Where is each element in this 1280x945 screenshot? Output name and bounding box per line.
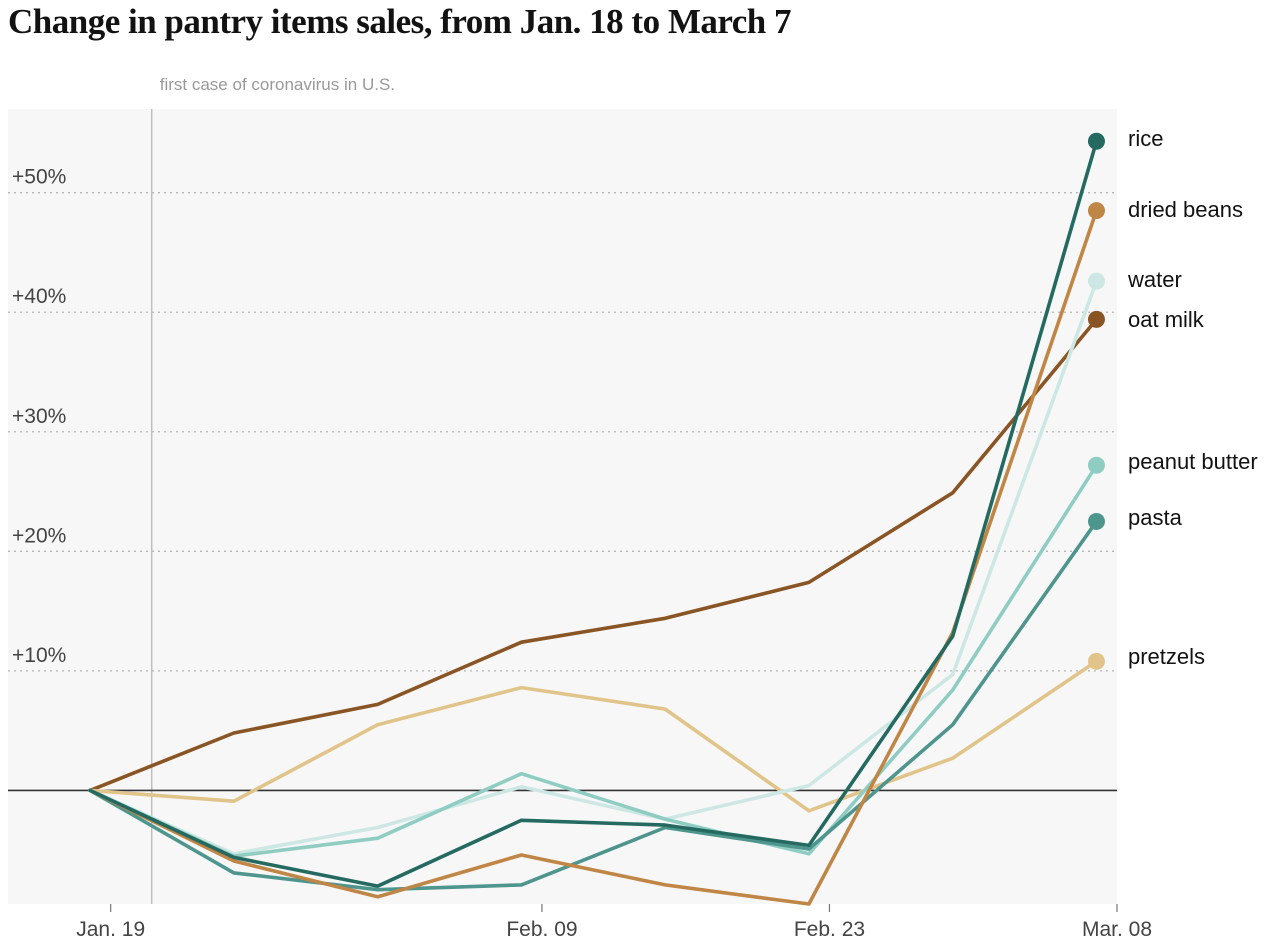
plot-background	[8, 109, 1117, 904]
y-tick-label-30: +30%	[12, 405, 66, 428]
series-line-dried-beans	[88, 208, 1099, 906]
y-axis-ticks: +10% +20% +30% +40% +50%	[12, 166, 66, 667]
series-end-dot-peanut-butter	[1087, 456, 1105, 474]
series-end-dot-oat-milk	[1087, 310, 1105, 328]
series-label-pretzels: pretzels	[1128, 644, 1205, 669]
x-axis-ticks: Jan. 19 Feb. 09 Feb. 23 Mar. 08	[76, 904, 1152, 941]
series-end-dot-pretzels	[1087, 652, 1105, 670]
annotation-layer: first case of coronavirus in U.S.	[151, 75, 395, 904]
series-line-rice	[88, 139, 1099, 888]
first-case-annotation: first case of coronavirus in U.S.	[160, 75, 395, 94]
x-tick-label-1: Feb. 09	[506, 918, 577, 941]
series-line-water	[88, 279, 1099, 856]
series-end-dot-rice	[1087, 132, 1105, 150]
y-tick-label-10: +10%	[12, 644, 66, 667]
series-label-rice: rice	[1128, 126, 1163, 151]
chart-title: Change in pantry items sales, from Jan. …	[8, 2, 792, 41]
series-label-water: water	[1127, 267, 1182, 292]
series-label-pasta: pasta	[1128, 505, 1183, 530]
series-line-pasta	[88, 519, 1099, 892]
series-label-peanut-butter: peanut butter	[1128, 449, 1258, 474]
series-line-oat-milk	[88, 317, 1099, 793]
y-tick-label-20: +20%	[12, 524, 66, 547]
series-lines	[88, 132, 1105, 906]
series-end-dot-water	[1087, 272, 1105, 290]
y-tick-label-50: +50%	[12, 166, 66, 189]
x-tick-label-2: Feb. 23	[794, 918, 865, 941]
series-label-oat-milk: oat milk	[1128, 307, 1205, 332]
x-tick-label-0: Jan. 19	[76, 918, 145, 941]
series-end-dot-pasta	[1087, 512, 1105, 530]
x-tick-label-3: Mar. 08	[1082, 918, 1152, 941]
series-line-pretzels	[88, 659, 1099, 813]
series-line-peanut-butter	[88, 463, 1099, 859]
series-labels: oat milk pretzels water peanut butter pasta d…	[1127, 126, 1258, 669]
series-label-dried-beans: dried beans	[1128, 197, 1243, 222]
y-tick-label-40: +40%	[12, 285, 66, 308]
series-end-dot-dried-beans	[1087, 202, 1105, 220]
